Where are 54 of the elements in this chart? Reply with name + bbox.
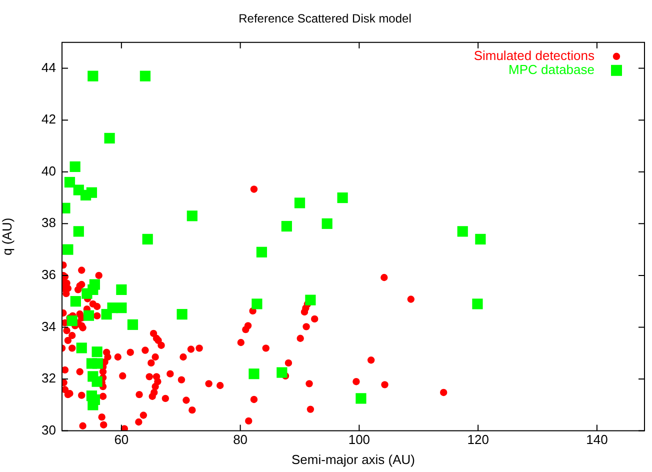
point <box>281 220 292 232</box>
point <box>66 315 78 326</box>
point <box>88 70 98 82</box>
point <box>116 302 127 314</box>
y-tick-label: 36 <box>42 267 56 282</box>
point <box>475 234 486 244</box>
point <box>70 161 80 172</box>
point <box>92 376 102 387</box>
x-axis-title: Semi-major axis (AU) <box>291 452 416 467</box>
y-tick-label: 42 <box>42 112 56 127</box>
point <box>457 226 468 237</box>
y-axis-title: q (AU) <box>0 218 14 256</box>
point <box>472 298 483 310</box>
point <box>104 132 115 144</box>
point <box>256 246 268 258</box>
point <box>88 400 98 410</box>
legend-label: Simulated detections <box>474 48 595 63</box>
y-tick-label: 34 <box>42 318 56 334</box>
point <box>248 368 260 380</box>
x-tick-label: 60 <box>114 432 129 448</box>
point <box>305 294 316 306</box>
y-tick-label: 40 <box>42 163 56 178</box>
y-tick-label: 32 <box>42 370 56 386</box>
point <box>294 198 306 208</box>
y-tick-label: 30 <box>42 422 56 438</box>
point <box>76 342 87 354</box>
point <box>140 70 151 82</box>
point <box>73 226 84 237</box>
y-tick-label: 38 <box>42 215 56 230</box>
point <box>83 310 94 321</box>
point <box>86 187 98 198</box>
point <box>322 218 332 229</box>
y-tick-label: 44 <box>42 60 56 75</box>
point <box>70 296 81 307</box>
point <box>142 234 153 244</box>
point <box>186 210 198 222</box>
point <box>82 288 92 299</box>
point <box>337 192 348 204</box>
point <box>116 284 127 295</box>
x-tick-label: 100 <box>348 432 370 448</box>
point <box>62 244 74 255</box>
point <box>252 298 262 310</box>
legend-label: MPC database <box>508 62 594 77</box>
point <box>92 358 103 369</box>
x-tick-label: 120 <box>467 432 489 448</box>
point <box>176 308 188 320</box>
point <box>276 367 288 378</box>
point <box>356 393 366 404</box>
point <box>127 319 138 330</box>
chart-title: Reference Scattered Disk model <box>238 12 412 26</box>
point <box>92 346 102 358</box>
x-tick-label: 80 <box>233 432 248 448</box>
x-tick-label: 140 <box>586 432 608 448</box>
point <box>64 176 76 188</box>
